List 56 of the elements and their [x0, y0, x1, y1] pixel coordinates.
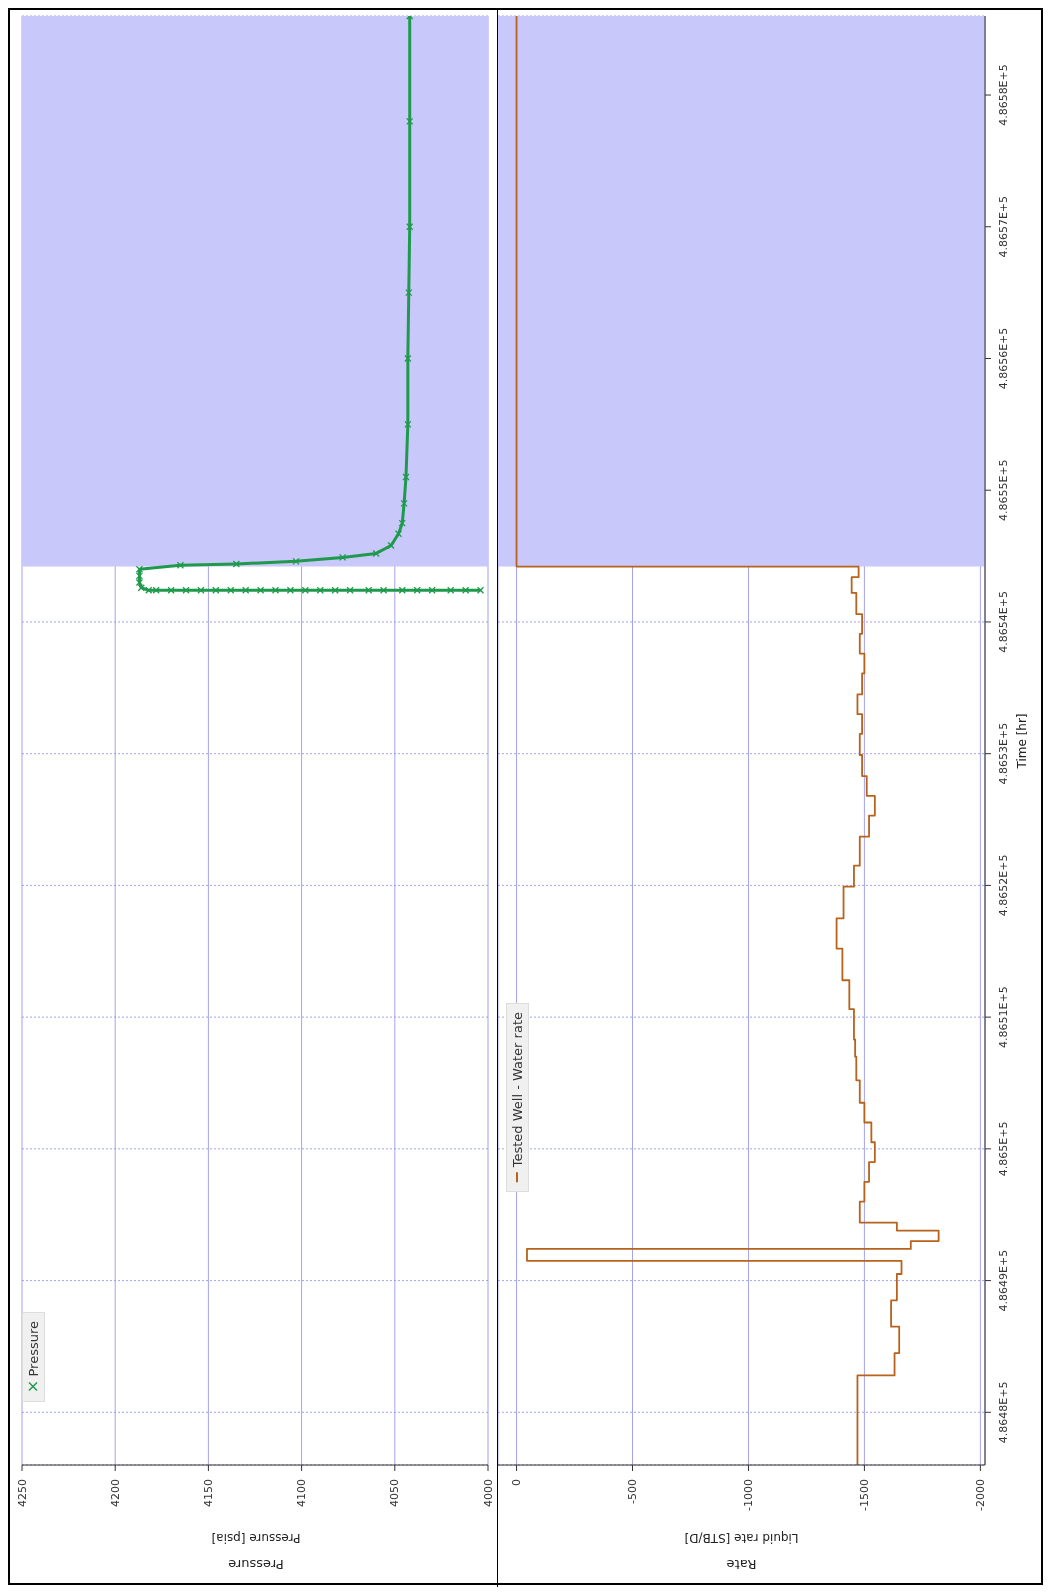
- x-tick-label: -2000: [973, 1479, 987, 1511]
- x-tick-label: -1500: [857, 1479, 871, 1511]
- point: [394, 530, 403, 538]
- y-tick-label: 4.8654E+5: [997, 591, 1010, 653]
- point: [212, 586, 220, 594]
- y-tick-label: 4.865E+5: [997, 1121, 1010, 1177]
- x-axis-title: Pressure [psia]: [210, 1531, 302, 1545]
- point: [292, 557, 300, 565]
- point: [428, 586, 436, 594]
- point: [398, 519, 406, 527]
- point: [227, 586, 235, 594]
- point: [405, 288, 413, 297]
- text: Rate: [725, 1557, 758, 1572]
- point: [167, 586, 175, 594]
- x-tick-label: 4150: [201, 1479, 215, 1507]
- legend: Pressure: [22, 1312, 45, 1402]
- point: [404, 420, 412, 428]
- x-tick-label: -1000: [741, 1479, 755, 1511]
- point: [400, 499, 408, 508]
- point: [316, 586, 324, 594]
- point: [331, 586, 339, 594]
- point: [135, 572, 144, 580]
- x-tick-label: -500: [626, 1479, 639, 1504]
- legend: Tested Well - Water rate: [506, 1002, 529, 1192]
- x-tick-label: 0: [510, 1479, 524, 1486]
- point: [372, 549, 380, 558]
- y-tick-label: 4.8651E+5: [997, 986, 1010, 1048]
- x-tick-label: 4250: [15, 1479, 29, 1507]
- x-tick-label: 4050: [388, 1479, 402, 1507]
- point: [346, 586, 354, 594]
- point: [413, 586, 421, 594]
- point: [404, 354, 412, 363]
- y-tick-label: 4.8652E+5: [997, 854, 1010, 917]
- point: [476, 586, 485, 594]
- x-tick-label: 4100: [295, 1479, 309, 1507]
- point: [135, 565, 144, 573]
- y-tick-label: 4.8656E+5: [997, 327, 1010, 390]
- y-axis-title: Time [hr]: [1015, 712, 1029, 769]
- point: [387, 541, 395, 550]
- point: [182, 586, 190, 594]
- x-axis-title: Liquid rate [STB/D]: [683, 1531, 800, 1545]
- point: [256, 586, 265, 594]
- point: [286, 586, 295, 594]
- text: Pressure: [227, 1557, 285, 1572]
- point: [232, 560, 241, 568]
- y-tick-label: 4.8648E+5: [997, 1381, 1010, 1444]
- y-tick-label: 4.8655E+5: [997, 459, 1010, 522]
- x-tick-label: 4200: [108, 1479, 122, 1507]
- y-tick-label: 4.8653E+5: [997, 722, 1010, 785]
- x-tick-label: 4000: [481, 1479, 495, 1507]
- point: [176, 561, 185, 569]
- y-tick-label: 4.8649E+5: [997, 1249, 1010, 1312]
- y-tick-label: 4.8657E+5: [997, 195, 1010, 258]
- point: [197, 586, 205, 594]
- point: [271, 586, 280, 594]
- y-tick-label: 4.8658E+5: [997, 64, 1010, 126]
